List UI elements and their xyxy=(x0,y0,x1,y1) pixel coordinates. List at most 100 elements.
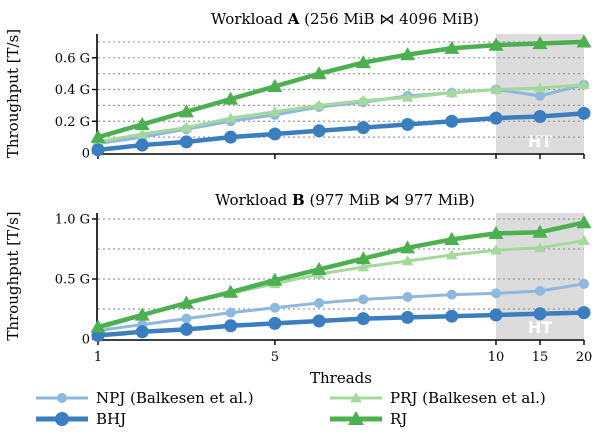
data-point xyxy=(223,284,239,298)
y-tick-label: 0.2 G xyxy=(55,115,90,130)
data-point xyxy=(91,143,105,157)
legend-label: PRJ (Balkesen et al.) xyxy=(390,389,546,407)
panel-1: HT 0 0.2 G 0.4 G 0.6 G Workload A (256 MiB ⋈ … xyxy=(4,10,592,162)
data-point xyxy=(579,278,589,289)
legend-label: RJ xyxy=(390,410,407,428)
data-point xyxy=(311,261,327,276)
y-tick-label: 0 xyxy=(82,147,90,162)
data-point xyxy=(356,121,370,135)
data-point xyxy=(535,90,545,101)
data-point xyxy=(578,234,590,245)
data-point xyxy=(312,124,326,138)
legend-item-npj: NPJ (Balkesen et al.) xyxy=(36,389,254,407)
data-point xyxy=(179,135,193,149)
legend-marker xyxy=(347,410,365,426)
series-bhj xyxy=(91,106,591,157)
data-point xyxy=(136,128,148,139)
data-point xyxy=(181,313,192,324)
y-tick-label: 0.6 G xyxy=(55,51,90,66)
y-tick-label: 0.5 G xyxy=(55,273,90,288)
data-point xyxy=(446,86,458,98)
data-point xyxy=(178,295,194,309)
data-point xyxy=(312,314,326,328)
data-point xyxy=(267,78,283,92)
data-point xyxy=(445,114,459,128)
data-point xyxy=(489,111,503,125)
data-point xyxy=(534,82,546,93)
legend-marker xyxy=(57,393,67,403)
data-point xyxy=(268,127,282,141)
legend-item-rj: RJ xyxy=(330,410,407,428)
series-line xyxy=(97,111,585,153)
series-line xyxy=(97,220,585,330)
data-point xyxy=(179,322,193,336)
x-tick-label: 5 xyxy=(271,350,279,365)
legend-item-prj: PRJ (Balkesen et al.) xyxy=(330,389,546,407)
data-point xyxy=(313,99,325,110)
data-point xyxy=(314,298,325,308)
panel-title: Workload A (256 MiB ⋈ 4096 MiB) xyxy=(211,10,479,28)
data-point xyxy=(223,91,239,105)
data-point xyxy=(533,110,547,124)
series-rj xyxy=(90,34,592,143)
data-point xyxy=(444,231,460,246)
legend-marker xyxy=(55,412,69,426)
x-axis-title: Threads xyxy=(310,369,372,387)
data-point xyxy=(90,319,106,333)
data-point xyxy=(267,272,283,286)
data-point xyxy=(135,325,149,339)
data-point xyxy=(444,40,460,54)
data-point xyxy=(358,294,369,305)
data-point xyxy=(401,310,415,324)
data-point xyxy=(446,249,458,260)
data-point xyxy=(535,286,545,296)
data-point xyxy=(577,306,591,320)
data-point xyxy=(135,138,149,152)
legend-marker xyxy=(350,392,362,403)
series-line xyxy=(97,83,585,144)
x-tick-label: 20 xyxy=(576,350,593,365)
data-point xyxy=(356,312,370,326)
ht-label: HT xyxy=(528,132,552,151)
y-tick-label: 1.0 G xyxy=(55,213,90,228)
data-point xyxy=(534,242,546,253)
data-point xyxy=(402,292,413,302)
data-point xyxy=(311,66,327,80)
data-point xyxy=(491,288,501,299)
data-point xyxy=(532,224,548,238)
y-axis-title: Throughput [T/s] xyxy=(4,211,22,340)
data-point xyxy=(577,106,591,120)
data-point xyxy=(400,240,416,254)
series-line xyxy=(97,310,585,338)
data-point xyxy=(490,83,502,94)
data-point xyxy=(578,79,590,90)
data-point xyxy=(134,307,150,321)
data-point xyxy=(490,244,502,255)
y-tick-label: 0 xyxy=(82,333,90,348)
series-rj xyxy=(90,215,592,333)
data-point xyxy=(269,302,280,313)
series-line xyxy=(97,39,585,140)
panel-title: Workload B (977 MiB ⋈ 977 MiB) xyxy=(215,191,475,209)
data-point xyxy=(178,104,194,118)
data-point xyxy=(446,289,457,300)
data-point xyxy=(268,316,282,330)
x-tick-label: 1 xyxy=(94,350,102,365)
data-point xyxy=(576,34,592,48)
x-tick-label: 15 xyxy=(532,350,549,365)
data-point xyxy=(576,215,592,229)
data-point xyxy=(532,36,548,50)
y-axis-title: Throughput [T/s] xyxy=(4,29,22,158)
data-point xyxy=(401,255,414,266)
data-point xyxy=(357,261,370,272)
data-point xyxy=(355,55,371,69)
data-point xyxy=(357,94,370,105)
y-tick-label: 0.4 G xyxy=(55,83,90,98)
data-point xyxy=(355,251,371,265)
data-point xyxy=(401,117,415,131)
legend-item-bhj: BHJ xyxy=(36,410,126,428)
chart-legend: NPJ (Balkesen et al.) PRJ (Balkesen et al… xyxy=(36,389,546,428)
data-point xyxy=(401,91,414,102)
